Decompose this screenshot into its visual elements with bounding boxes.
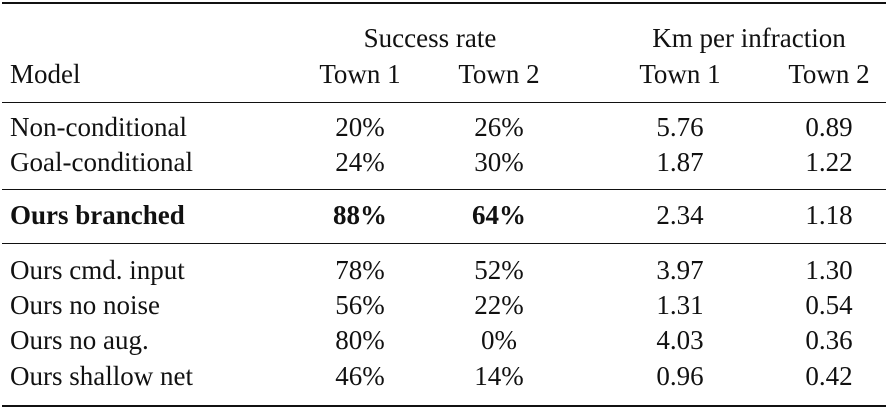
header-sr-town2: Town 2 (458, 59, 540, 89)
group-rule (2, 243, 886, 244)
row-sr-town2: 22% (474, 290, 524, 320)
row-sr-town1: 46% (335, 361, 385, 391)
row-km-town2: 0.54 (805, 290, 853, 320)
row-km-town1: 0.96 (656, 361, 704, 391)
row-km-town2: 1.30 (805, 255, 853, 285)
row-km-town2: 1.18 (805, 200, 853, 230)
row-model-name: Ours shallow net (10, 361, 193, 391)
header-rule (2, 102, 886, 103)
row-sr-town1: 56% (335, 290, 385, 320)
row-sr-town2: 14% (474, 361, 524, 391)
row-model-name: Ours branched (10, 200, 185, 230)
header-km-town2: Town 2 (788, 59, 870, 89)
header-km-per-infraction: Km per infraction (652, 23, 846, 53)
row-sr-town2: 26% (474, 112, 524, 142)
row-km-town1: 3.97 (656, 255, 704, 285)
row-sr-town1: 78% (335, 255, 385, 285)
row-sr-town2: 64% (472, 200, 526, 230)
row-km-town2: 0.36 (805, 325, 853, 355)
top-rule (2, 2, 886, 4)
bottom-rule (2, 405, 886, 407)
header-model: Model (10, 59, 81, 89)
row-km-town2: 0.89 (805, 112, 853, 142)
row-km-town1: 2.34 (656, 200, 704, 230)
row-sr-town2: 30% (474, 147, 524, 177)
row-sr-town1: 24% (335, 147, 385, 177)
row-sr-town2: 0% (481, 325, 517, 355)
header-success-rate: Success rate (363, 23, 497, 53)
row-sr-town1: 20% (335, 112, 385, 142)
row-km-town1: 5.76 (656, 112, 704, 142)
row-model-name: Ours cmd. input (10, 255, 185, 285)
row-km-town2: 0.42 (805, 361, 853, 391)
row-model-name: Ours no noise (10, 290, 160, 320)
row-km-town1: 1.31 (656, 290, 704, 320)
row-sr-town2: 52% (474, 255, 524, 285)
group-rule (2, 189, 886, 190)
row-sr-town1: 80% (335, 325, 385, 355)
header-sr-town1: Town 1 (319, 59, 401, 89)
row-model-name: Ours no aug. (10, 325, 149, 355)
row-model-name: Goal-conditional (10, 147, 193, 177)
row-sr-town1: 88% (333, 200, 387, 230)
row-km-town1: 1.87 (656, 147, 704, 177)
header-km-town1: Town 1 (639, 59, 721, 89)
row-km-town2: 1.22 (805, 147, 853, 177)
row-model-name: Non-conditional (10, 112, 187, 142)
row-km-town1: 4.03 (656, 325, 704, 355)
